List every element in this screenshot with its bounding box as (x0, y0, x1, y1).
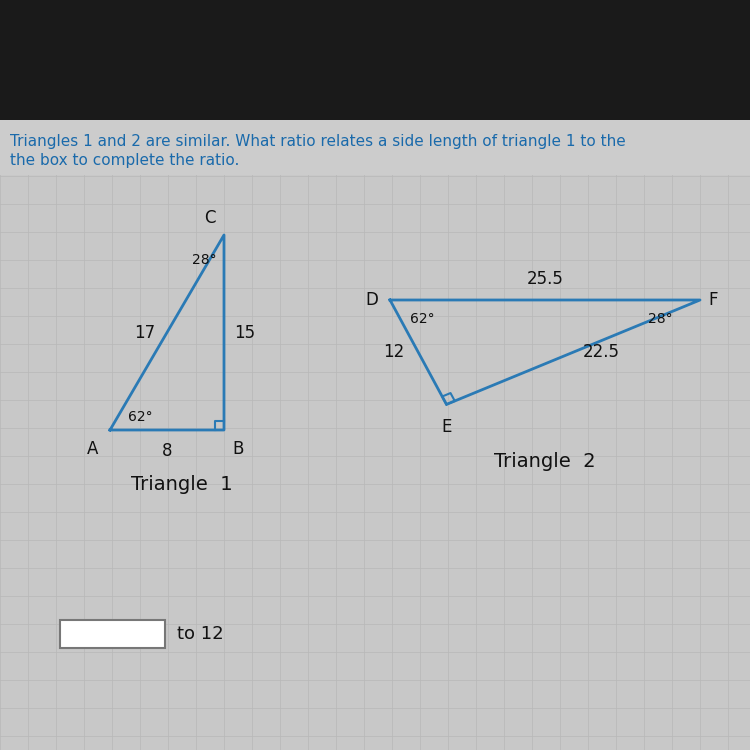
Text: 62°: 62° (128, 410, 153, 424)
Text: 25.5: 25.5 (526, 270, 563, 288)
Text: the box to complete the ratio.: the box to complete the ratio. (10, 153, 239, 168)
Text: 22.5: 22.5 (584, 344, 620, 362)
Text: F: F (708, 291, 718, 309)
FancyBboxPatch shape (60, 620, 165, 648)
Text: 62°: 62° (410, 312, 435, 326)
Text: Triangle  2: Triangle 2 (494, 452, 596, 472)
Text: A: A (86, 440, 98, 458)
FancyBboxPatch shape (0, 120, 750, 750)
Text: 28°: 28° (192, 253, 217, 267)
Text: Triangles 1 and 2 are similar. What ratio relates a side length of triangle 1 to: Triangles 1 and 2 are similar. What rati… (10, 134, 626, 149)
Text: E: E (441, 419, 452, 436)
Text: B: B (232, 440, 243, 458)
Text: 17: 17 (134, 323, 155, 341)
Text: 8: 8 (162, 442, 172, 460)
Text: D: D (365, 291, 378, 309)
Text: 28°: 28° (648, 312, 673, 326)
Text: 12: 12 (383, 344, 404, 362)
Text: 15: 15 (234, 323, 255, 341)
Text: C: C (205, 209, 216, 227)
FancyBboxPatch shape (0, 120, 750, 175)
Text: Triangle  1: Triangle 1 (131, 475, 232, 494)
Text: to 12: to 12 (177, 625, 224, 643)
